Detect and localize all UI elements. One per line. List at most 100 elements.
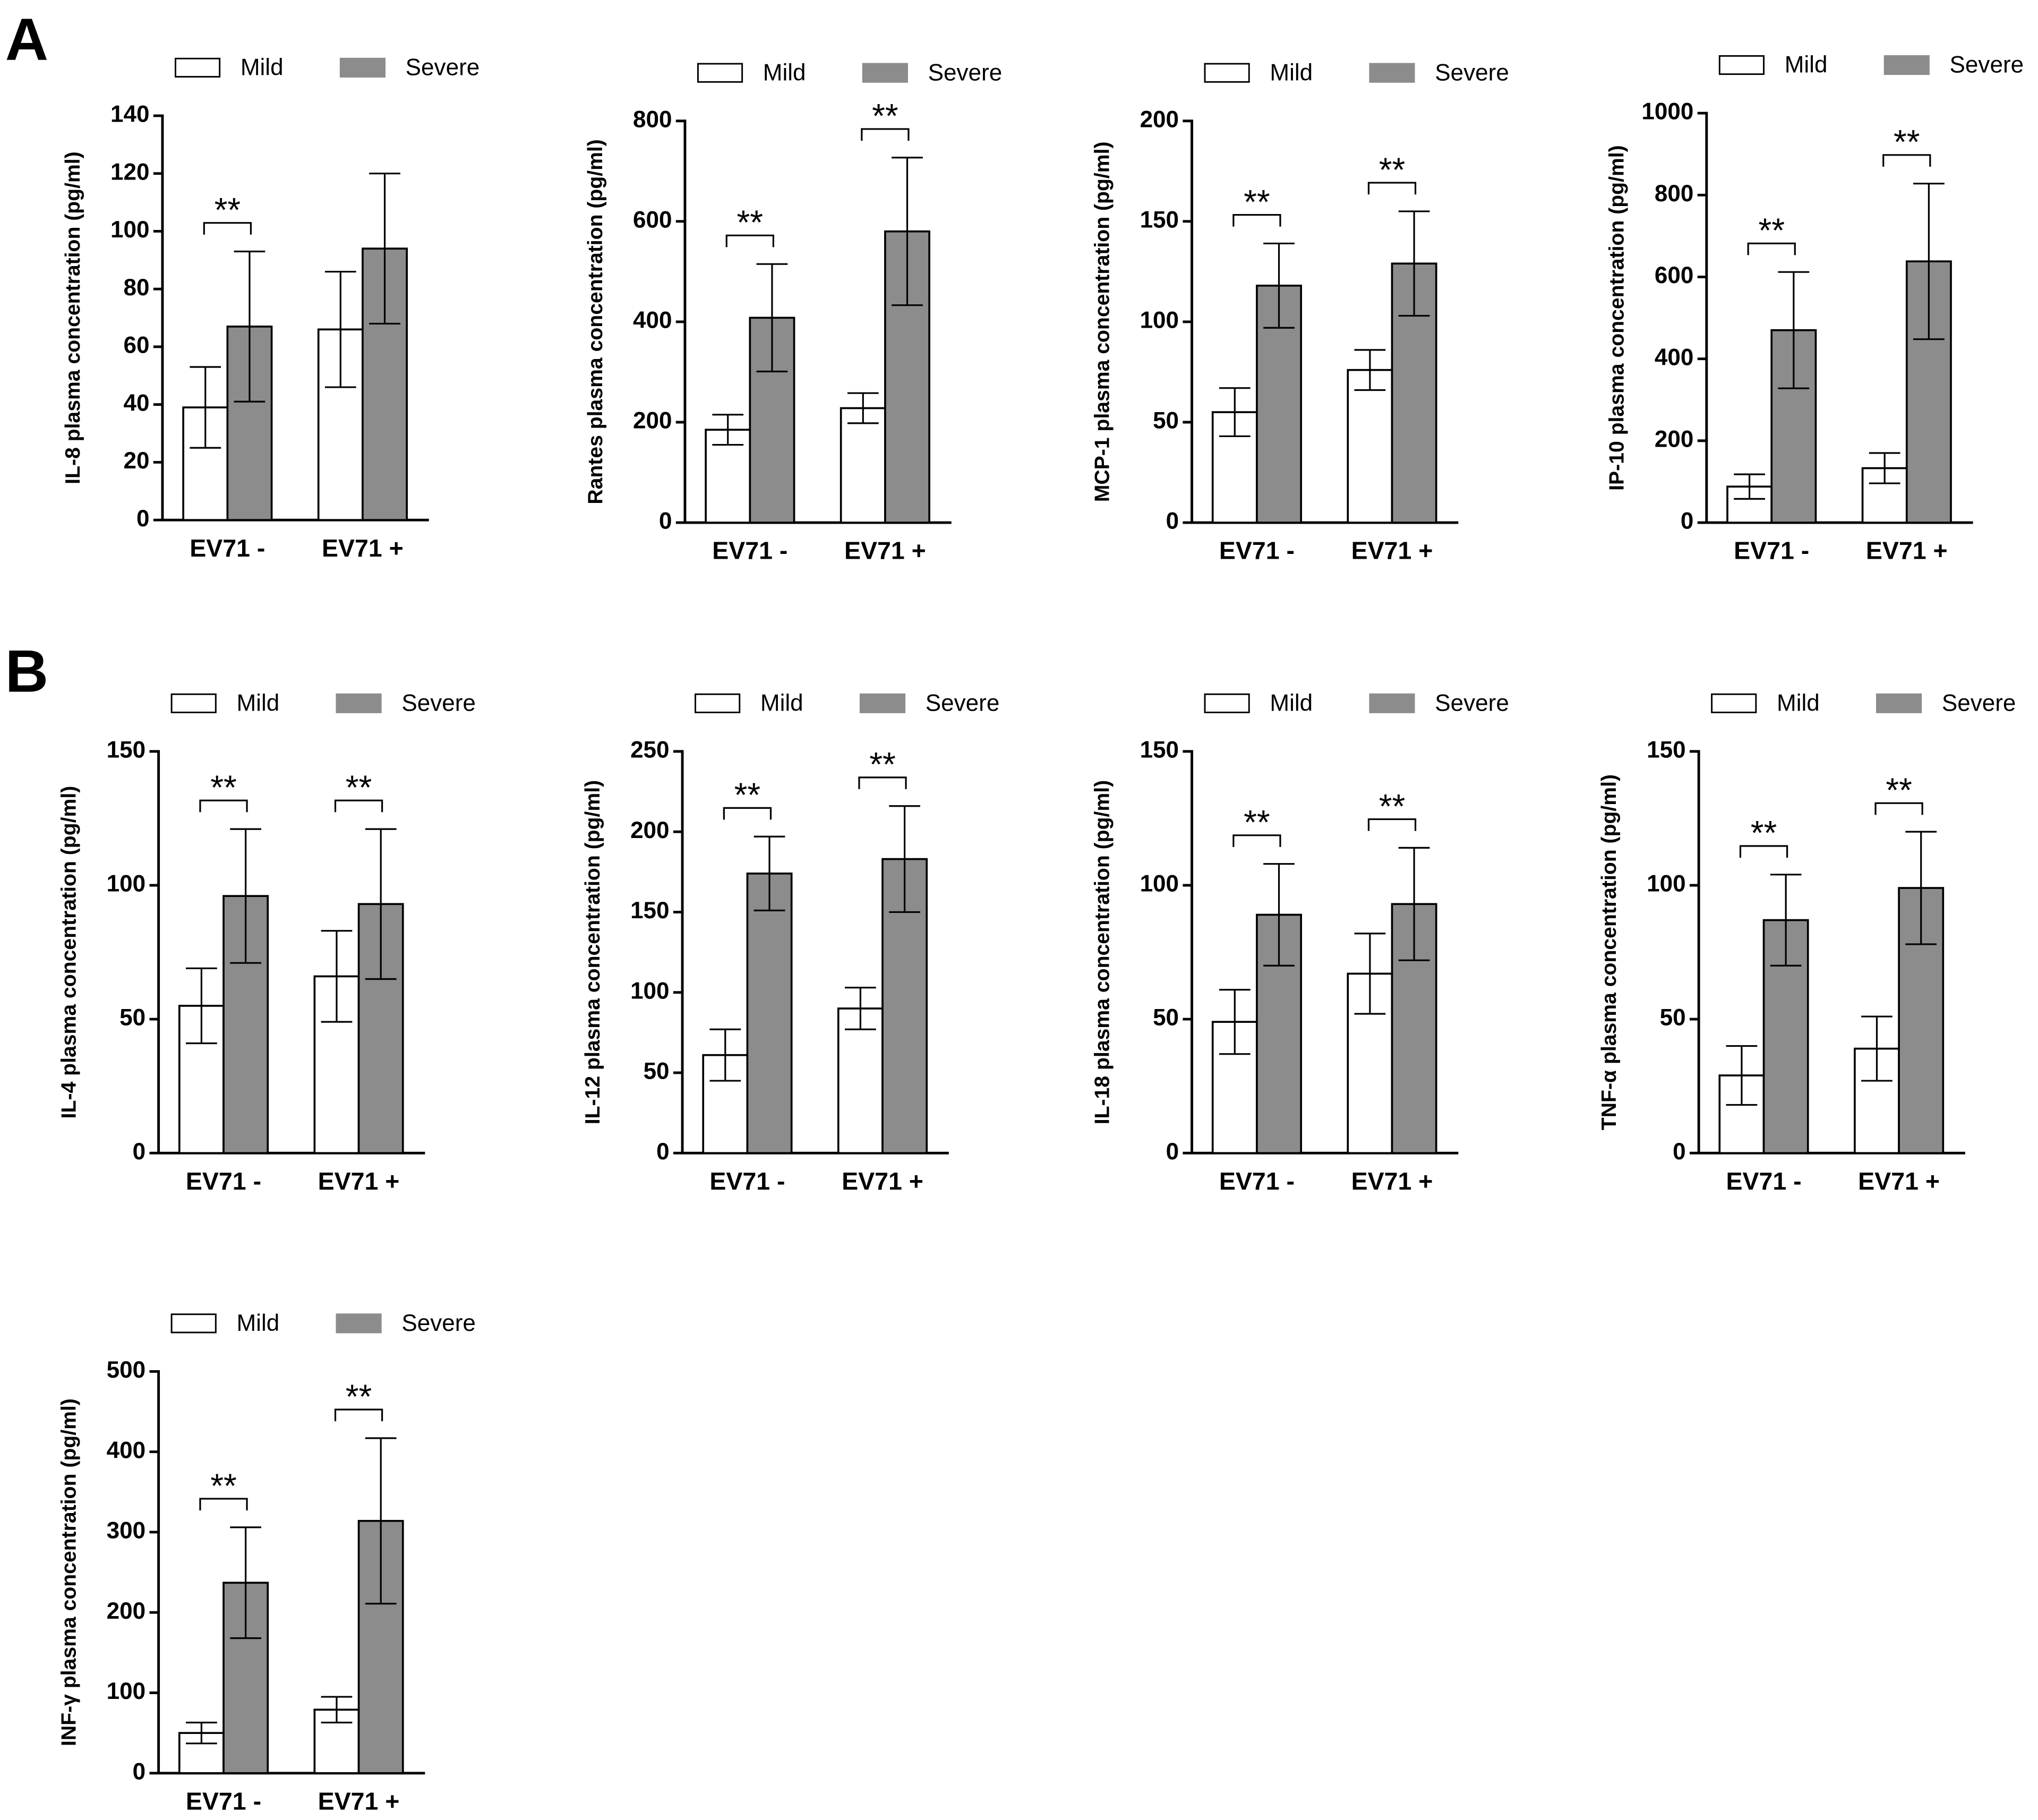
significance-bracket bbox=[858, 776, 907, 789]
legend-label: Mild bbox=[1785, 52, 1828, 78]
x-tick-label: EV71 + bbox=[1351, 1167, 1433, 1195]
significance-bracket bbox=[1747, 242, 1796, 255]
y-tick-label: 200 bbox=[630, 817, 670, 843]
significance-bracket bbox=[725, 234, 774, 247]
significance-label: ** bbox=[1379, 788, 1406, 825]
legend-swatch bbox=[1204, 63, 1250, 83]
y-tick-label: 600 bbox=[633, 207, 672, 233]
x-tick-label: EV71 + bbox=[1866, 537, 1948, 565]
legend-swatch bbox=[170, 1313, 217, 1334]
x-tick-label: EV71 - bbox=[1219, 537, 1295, 565]
legend-swatch bbox=[1204, 693, 1250, 713]
significance-bracket bbox=[1874, 802, 1923, 815]
x-tick-label: EV71 + bbox=[842, 1167, 923, 1195]
legend-label: Severe bbox=[406, 54, 480, 80]
y-tick-label: 40 bbox=[123, 390, 149, 416]
error-bar bbox=[1778, 271, 1810, 389]
bar bbox=[362, 247, 408, 522]
bar bbox=[226, 326, 273, 522]
y-tick-label: 150 bbox=[630, 898, 670, 924]
y-tick-label: 100 bbox=[1140, 307, 1179, 334]
error-bar bbox=[1354, 933, 1386, 1015]
error-bar bbox=[1770, 874, 1802, 967]
x-tick-label: EV71 + bbox=[1858, 1167, 1940, 1195]
legend-swatch bbox=[862, 63, 908, 83]
y-tick-label: 200 bbox=[633, 408, 672, 434]
significance-label: ** bbox=[737, 204, 764, 242]
y-axis-label: IP-10 plasma concentration (pg/ml) bbox=[1606, 145, 1629, 491]
error-bar bbox=[186, 1721, 217, 1745]
y-tick-label: 100 bbox=[107, 871, 145, 897]
error-bar bbox=[365, 828, 397, 980]
legend-label: Mild bbox=[236, 1310, 279, 1336]
significance-label: ** bbox=[1758, 212, 1785, 250]
significance-bracket bbox=[203, 222, 252, 235]
significance-label: ** bbox=[346, 768, 372, 806]
legend-swatch bbox=[859, 693, 906, 713]
significance-bracket bbox=[334, 799, 383, 813]
error-bar bbox=[321, 1696, 353, 1724]
y-tick-label: 50 bbox=[1660, 1005, 1686, 1031]
panel-label: A bbox=[5, 6, 48, 73]
legend-label: Severe bbox=[928, 59, 1003, 86]
y-axis-label: IL-12 plasma concentration (pg/ml) bbox=[581, 780, 604, 1124]
legend-label: Mild bbox=[763, 59, 806, 86]
legend-label: Severe bbox=[1950, 52, 2024, 78]
error-bar bbox=[1398, 210, 1430, 317]
y-tick-label: 100 bbox=[110, 217, 150, 243]
error-bar bbox=[847, 392, 879, 424]
significance-label: ** bbox=[1244, 804, 1270, 841]
significance-bracket bbox=[861, 128, 910, 141]
significance-bracket bbox=[1232, 834, 1281, 847]
legend-label: Severe bbox=[1435, 59, 1509, 86]
y-tick-label: 800 bbox=[1655, 181, 1694, 207]
error-bar bbox=[190, 366, 221, 449]
y-tick-label: 100 bbox=[107, 1678, 145, 1704]
legend-label: Severe bbox=[1942, 690, 2016, 716]
chart: 0 20 40 60 80 100 120 140 IL-8 plasma concentrat… bbox=[62, 54, 479, 561]
error-bar bbox=[365, 1437, 397, 1605]
x-tick-label: EV71 - bbox=[1734, 537, 1809, 565]
chart: 0 50 100 150 IL-18 plasma concentration (pg/… bbox=[1091, 690, 1509, 1194]
significance-bracket bbox=[1232, 213, 1281, 227]
y-tick-label: 1000 bbox=[1641, 99, 1693, 125]
y-tick-label: 50 bbox=[644, 1058, 670, 1084]
bar bbox=[837, 1007, 884, 1155]
legend-swatch bbox=[1369, 63, 1415, 83]
significance-bracket bbox=[723, 807, 772, 820]
legend-label: Mild bbox=[241, 54, 284, 80]
error-bar bbox=[709, 1028, 741, 1082]
significance-label: ** bbox=[215, 191, 241, 229]
y-tick-label: 0 bbox=[133, 1139, 146, 1165]
y-axis-label: Rantes plasma concentration (pg/ml) bbox=[584, 139, 607, 505]
y-tick-label: 200 bbox=[1655, 426, 1694, 452]
error-bar bbox=[1219, 989, 1251, 1055]
y-axis-label: IL-4 plasma concentration (pg/ml) bbox=[58, 786, 81, 1119]
y-tick-label: 0 bbox=[1166, 508, 1179, 534]
legend-swatch bbox=[695, 693, 741, 713]
y-tick-label: 200 bbox=[107, 1598, 145, 1624]
y-tick-label: 60 bbox=[123, 332, 149, 358]
legend-swatch bbox=[1369, 693, 1415, 713]
significance-label: ** bbox=[1751, 814, 1777, 852]
y-tick-label: 80 bbox=[123, 275, 149, 301]
y-tick-label: 300 bbox=[107, 1518, 145, 1544]
legend-swatch bbox=[1711, 693, 1757, 713]
significance-label: ** bbox=[1379, 151, 1406, 189]
x-tick-label: EV71 - bbox=[190, 534, 265, 562]
error-bar bbox=[186, 967, 217, 1045]
x-tick-label: EV71 - bbox=[186, 1787, 261, 1815]
legend-label: Severe bbox=[401, 1310, 476, 1336]
error-bar bbox=[230, 1526, 261, 1639]
legend-label: Mild bbox=[236, 690, 279, 716]
legend-swatch bbox=[336, 1313, 382, 1334]
y-tick-label: 200 bbox=[1140, 106, 1179, 132]
bar bbox=[1347, 369, 1393, 524]
significance-label: ** bbox=[346, 1378, 372, 1415]
significance-label: ** bbox=[210, 768, 237, 806]
significance-label: ** bbox=[1894, 123, 1920, 161]
legend-swatch bbox=[1876, 693, 1922, 713]
y-axis-label: IL-8 plasma concentration (pg/ml) bbox=[62, 151, 84, 484]
x-tick-label: EV71 + bbox=[318, 1167, 400, 1195]
